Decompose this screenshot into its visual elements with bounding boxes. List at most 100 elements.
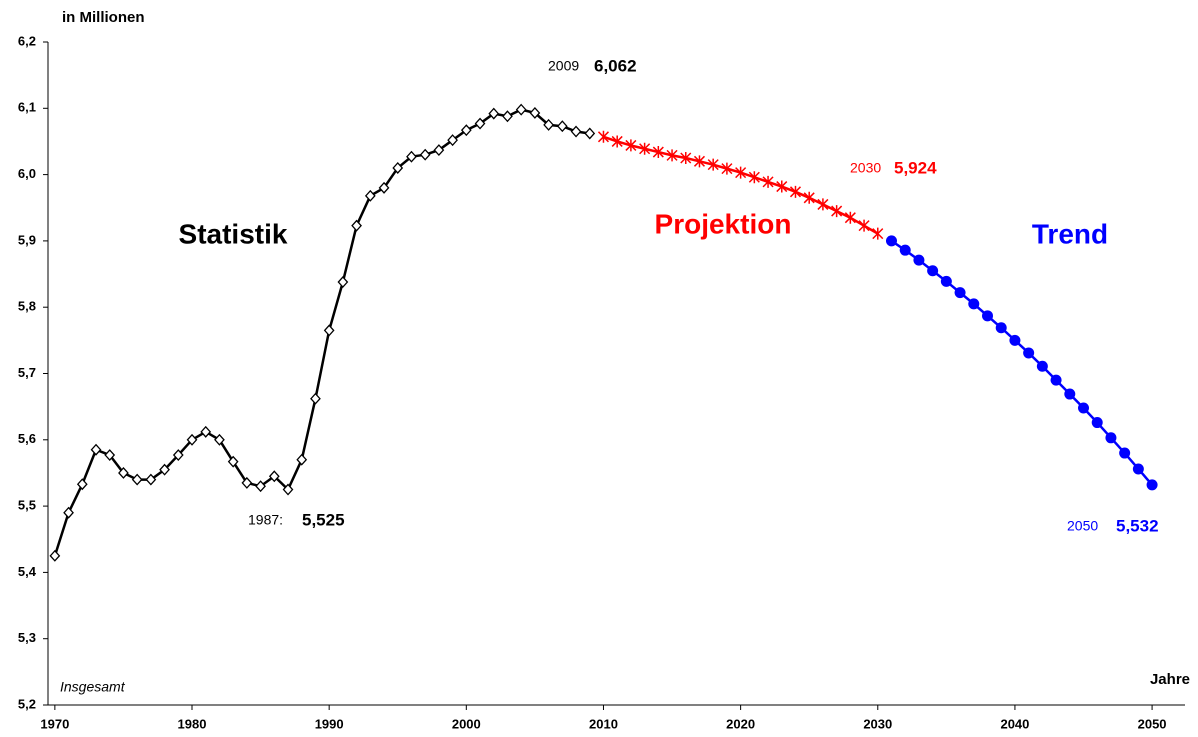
- x-tick-label: 2040: [1000, 716, 1029, 731]
- marker: [378, 181, 390, 194]
- marker: [1105, 432, 1117, 444]
- marker: [90, 443, 102, 456]
- marker: [145, 473, 157, 486]
- x-tick-label: 2030: [863, 716, 892, 731]
- marker: [954, 287, 966, 299]
- marker: [406, 150, 417, 163]
- marker: [625, 139, 637, 152]
- marker: [1009, 334, 1021, 346]
- y-tick-label: 6,0: [18, 166, 36, 181]
- marker: [1091, 417, 1103, 429]
- marker: [241, 476, 253, 489]
- marker: [1064, 388, 1076, 400]
- y-tick-label: 5,4: [18, 564, 37, 579]
- marker: [872, 227, 884, 240]
- marker: [940, 275, 952, 287]
- y-tick-label: 5,3: [18, 630, 36, 645]
- y-tick-label: 5,8: [18, 299, 36, 314]
- marker: [885, 235, 897, 247]
- marker: [63, 506, 74, 519]
- series-label: Projektion: [655, 208, 792, 239]
- marker: [1023, 347, 1035, 359]
- annotation-value: 5,532: [1116, 516, 1159, 535]
- marker: [844, 211, 856, 224]
- y-tick-label: 5,7: [18, 365, 36, 380]
- marker: [351, 219, 362, 232]
- marker: [721, 162, 733, 175]
- marker: [831, 205, 843, 218]
- y-tick-label: 5,6: [18, 431, 36, 446]
- annotation-year: 2050: [1067, 518, 1098, 534]
- marker: [789, 185, 802, 198]
- marker: [214, 433, 225, 446]
- marker: [899, 244, 911, 256]
- marker: [337, 276, 349, 288]
- marker: [364, 189, 376, 202]
- x-tick-label: 1990: [315, 716, 344, 731]
- marker: [611, 135, 623, 148]
- series-line: [890, 239, 1154, 486]
- series-label: Statistik: [179, 218, 288, 249]
- marker: [1132, 463, 1144, 475]
- marker: [1050, 374, 1062, 386]
- marker: [172, 449, 184, 462]
- annotation-value: 5,525: [302, 510, 345, 529]
- y-tick-label: 6,1: [18, 100, 36, 115]
- marker: [735, 166, 747, 179]
- marker: [460, 124, 472, 137]
- marker: [104, 449, 116, 462]
- marker: [282, 483, 294, 496]
- annotation-year: 1987:: [248, 512, 283, 528]
- series-line: [53, 108, 590, 557]
- annotation-value: 5,924: [894, 158, 937, 177]
- y-axis-label: in Millionen: [62, 9, 145, 26]
- x-tick-label: 2050: [1138, 716, 1167, 731]
- annotation-value: 6,062: [594, 56, 637, 75]
- marker: [255, 480, 266, 493]
- x-tick-label: 1970: [40, 716, 69, 731]
- marker: [515, 103, 527, 116]
- marker: [118, 466, 129, 479]
- marker: [543, 118, 554, 131]
- marker: [556, 120, 568, 133]
- marker: [488, 107, 500, 120]
- marker: [652, 146, 664, 159]
- annotation-year: 2009: [548, 58, 579, 74]
- marker: [159, 463, 170, 476]
- marker: [858, 219, 870, 232]
- annotation-year: 2030: [850, 160, 881, 176]
- x-axis-label: Jahre: [1150, 671, 1190, 688]
- marker: [707, 158, 719, 171]
- y-tick-label: 5,5: [18, 498, 36, 513]
- marker: [1078, 402, 1090, 414]
- marker: [186, 433, 198, 446]
- marker: [419, 148, 431, 161]
- marker: [433, 144, 445, 157]
- marker: [1036, 360, 1048, 372]
- marker: [570, 125, 582, 138]
- marker: [927, 265, 939, 277]
- marker: [968, 298, 980, 310]
- marker: [447, 134, 458, 147]
- marker: [76, 478, 88, 491]
- marker: [323, 324, 335, 337]
- marker: [200, 425, 212, 438]
- marker: [981, 310, 993, 322]
- marker: [529, 106, 541, 119]
- y-tick-label: 6,2: [18, 33, 36, 48]
- marker: [817, 198, 829, 211]
- x-tick-label: 1980: [178, 716, 207, 731]
- marker: [131, 473, 143, 486]
- marker: [680, 152, 692, 165]
- y-tick-label: 5,2: [18, 696, 36, 711]
- x-tick-label: 2000: [452, 716, 481, 731]
- marker: [803, 191, 815, 204]
- marker: [748, 171, 760, 184]
- marker: [584, 127, 596, 140]
- marker: [597, 130, 610, 143]
- marker: [693, 155, 706, 168]
- marker: [296, 453, 308, 466]
- y-tick-label: 5,9: [18, 232, 36, 247]
- marker: [268, 470, 280, 483]
- x-tick-label: 2020: [726, 716, 755, 731]
